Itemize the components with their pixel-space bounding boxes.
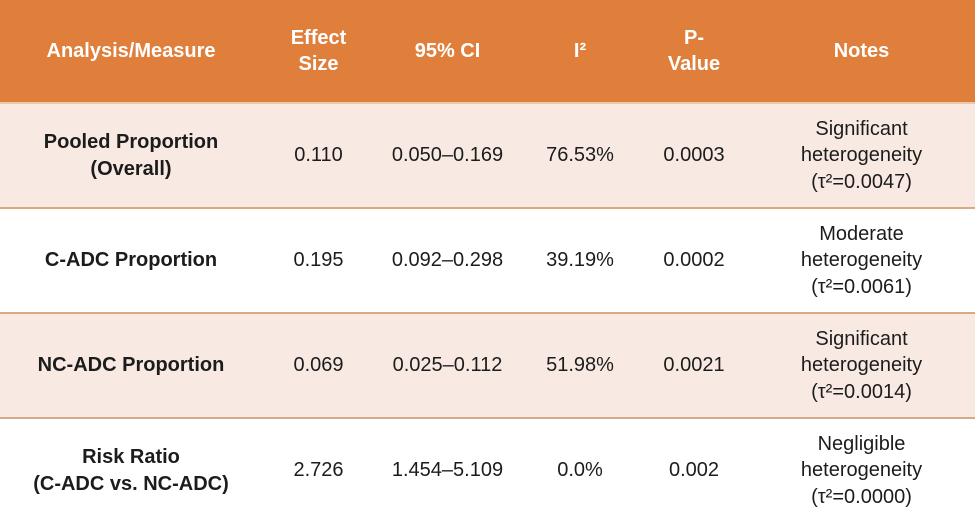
cell-ci: 0.025–0.112 <box>375 313 520 419</box>
cell-effect-size: 0.195 <box>262 208 375 314</box>
cell-ci: 0.050–0.169 <box>375 103 520 209</box>
col-header-95-ci: 95% CI <box>375 0 520 104</box>
col-header-i-squared: I² <box>520 0 640 104</box>
cell-effect-size: 0.069 <box>262 313 375 419</box>
header-row: Analysis/Measure Effect Size 95% CI I² P… <box>0 0 975 104</box>
cell-p-value: 0.0002 <box>640 208 748 314</box>
cell-i-squared: 51.98% <box>520 313 640 419</box>
table-row-risk-ratio: Risk Ratio (C-ADC vs. NC-ADC) 2.726 1.45… <box>0 418 975 522</box>
cell-ci: 0.092–0.298 <box>375 208 520 314</box>
table-row-pooled-proportion: Pooled Proportion (Overall) 0.110 0.050–… <box>0 103 975 209</box>
cell-measure: Risk Ratio (C-ADC vs. NC-ADC) <box>0 418 262 522</box>
cell-measure: Pooled Proportion (Overall) <box>0 103 262 209</box>
cell-notes: Negligible heterogeneity (τ²=0.0000) <box>748 418 975 522</box>
table-row-c-adc-proportion: C-ADC Proportion 0.195 0.092–0.298 39.19… <box>0 208 975 314</box>
col-header-analysis-measure: Analysis/Measure <box>0 0 262 104</box>
cell-notes: Significant heterogeneity (τ²=0.0047) <box>748 103 975 209</box>
cell-i-squared: 76.53% <box>520 103 640 209</box>
cell-i-squared: 39.19% <box>520 208 640 314</box>
cell-i-squared: 0.0% <box>520 418 640 522</box>
col-header-p-value: P- Value <box>640 0 748 104</box>
cell-notes: Moderate heterogeneity (τ²=0.0061) <box>748 208 975 314</box>
col-header-effect-size: Effect Size <box>262 0 375 104</box>
cell-measure: C-ADC Proportion <box>0 208 262 314</box>
cell-ci: 1.454–5.109 <box>375 418 520 522</box>
cell-measure: NC-ADC Proportion <box>0 313 262 419</box>
cell-p-value: 0.0003 <box>640 103 748 209</box>
cell-effect-size: 0.110 <box>262 103 375 209</box>
cell-notes: Significant heterogeneity (τ²=0.0014) <box>748 313 975 419</box>
table-row-nc-adc-proportion: NC-ADC Proportion 0.069 0.025–0.112 51.9… <box>0 313 975 419</box>
cell-p-value: 0.0021 <box>640 313 748 419</box>
cell-effect-size: 2.726 <box>262 418 375 522</box>
cell-p-value: 0.002 <box>640 418 748 522</box>
col-header-notes: Notes <box>748 0 975 104</box>
